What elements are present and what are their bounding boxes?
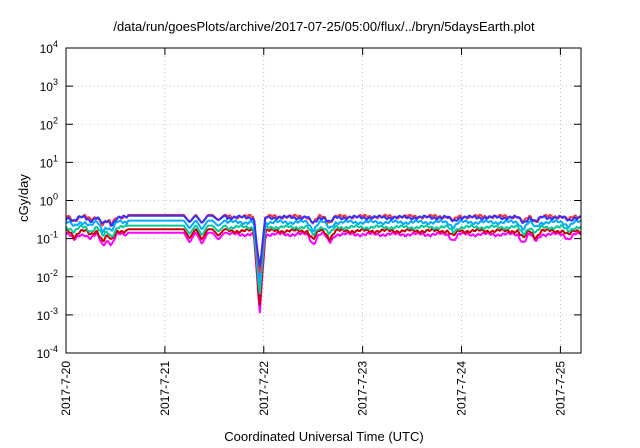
x-tick-label: 2017-7-21 [158, 361, 172, 416]
x-tick-label: 2017-7-20 [59, 361, 73, 416]
y-tick-label: 102 [40, 115, 58, 132]
y-tick-label: 100 [40, 192, 58, 209]
plot-frame [65, 47, 582, 354]
series-line [65, 227, 582, 307]
x-tick-label: 2017-7-23 [356, 361, 370, 416]
y-tick-label: 101 [40, 153, 58, 170]
y-tick-label: 103 [40, 77, 58, 94]
axis-ticks: 10-4 10-3 10-2 10-1 100 101 102 103 104 2017-7-20… [37, 39, 581, 416]
x-tick-label: 2017-7-22 [257, 361, 271, 416]
y-tick-label: 10-3 [37, 306, 58, 323]
x-tick-label: 2017-7-25 [553, 361, 567, 416]
y-tick-label: 104 [40, 39, 58, 56]
chart-title: /data/run/goesPlots/archive/2017-07-25/0… [113, 19, 535, 34]
y-tick-label: 10-1 [37, 230, 58, 247]
series-group [65, 213, 582, 314]
y-tick-label: 10-2 [37, 268, 58, 285]
x-axis-title: Coordinated Universal Time (UTC) [224, 429, 423, 444]
series-line [65, 214, 582, 268]
series-line [65, 231, 582, 314]
x-tick-label: 2017-7-24 [455, 361, 469, 416]
series-line [65, 224, 582, 295]
y-tick-label: 10-4 [37, 344, 58, 361]
y-axis-title: cGy/day [16, 174, 31, 222]
grid [66, 48, 581, 353]
series-line [65, 219, 582, 284]
